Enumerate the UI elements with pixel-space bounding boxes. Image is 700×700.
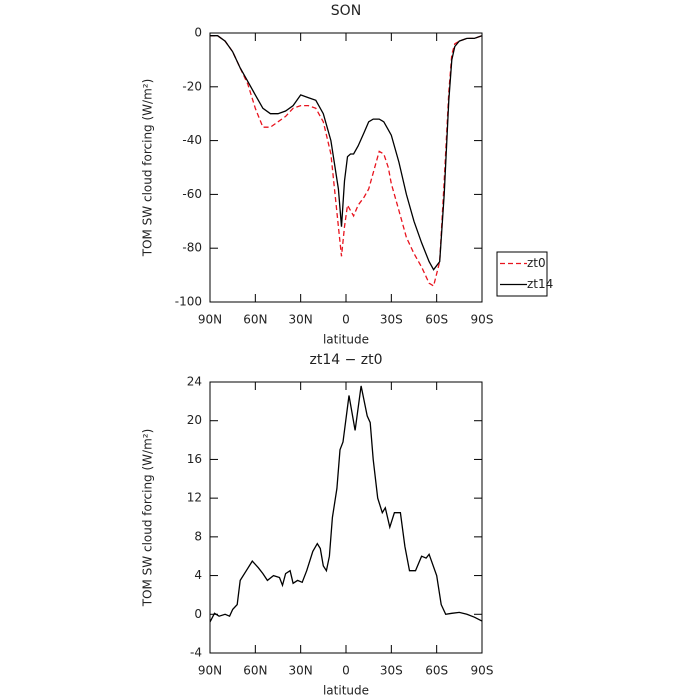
y-tick-label: -60	[182, 187, 202, 201]
x-tick-label: 30S	[380, 313, 403, 327]
x-tick-label: 90S	[471, 313, 494, 327]
data-line	[209, 385, 483, 623]
x-axis-label: latitude	[323, 333, 369, 347]
y-axis-label: TOM SW cloud forcing (W/m²)	[141, 79, 155, 258]
y-tick-label: 0	[194, 607, 202, 621]
x-tick-label: 0	[342, 313, 350, 327]
y-tick-label: 16	[187, 452, 202, 466]
y-tick-label: 12	[187, 491, 202, 505]
legend-label: zt0	[527, 256, 546, 270]
y-tick-label: 24	[187, 375, 202, 389]
y-tick-label: -4	[190, 646, 202, 660]
x-tick-label: 60S	[425, 664, 448, 678]
x-tick-label: 30N	[289, 313, 313, 327]
legend-box	[496, 251, 548, 297]
x-tick-label: 60N	[243, 313, 267, 327]
x-axis-label: latitude	[323, 684, 369, 698]
x-tick-label: 0	[342, 664, 350, 678]
x-tick-label: 30N	[289, 664, 313, 678]
chart-title: SON	[331, 3, 361, 19]
data-line	[210, 35, 483, 287]
y-tick-label: 8	[194, 529, 202, 543]
data-line	[210, 35, 483, 271]
y-tick-label: -20	[182, 79, 202, 93]
y-tick-label: 0	[194, 26, 202, 40]
y-tick-label: -80	[182, 241, 202, 255]
y-tick-label: -40	[182, 133, 202, 147]
legend-label: zt14	[527, 277, 553, 291]
x-tick-label: 90N	[198, 664, 222, 678]
x-tick-label: 30S	[380, 664, 403, 678]
x-tick-label: 90N	[198, 313, 222, 327]
x-tick-label: 60S	[425, 313, 448, 327]
y-axis-label: TOM SW cloud forcing (W/m²)	[141, 429, 155, 608]
y-tick-label: 4	[194, 568, 202, 582]
x-tick-label: 60N	[243, 664, 267, 678]
y-tick-label: 20	[187, 413, 202, 427]
chart-title: zt14 − zt0	[309, 352, 382, 368]
y-tick-label: -100	[175, 295, 202, 309]
x-tick-label: 90S	[471, 664, 494, 678]
